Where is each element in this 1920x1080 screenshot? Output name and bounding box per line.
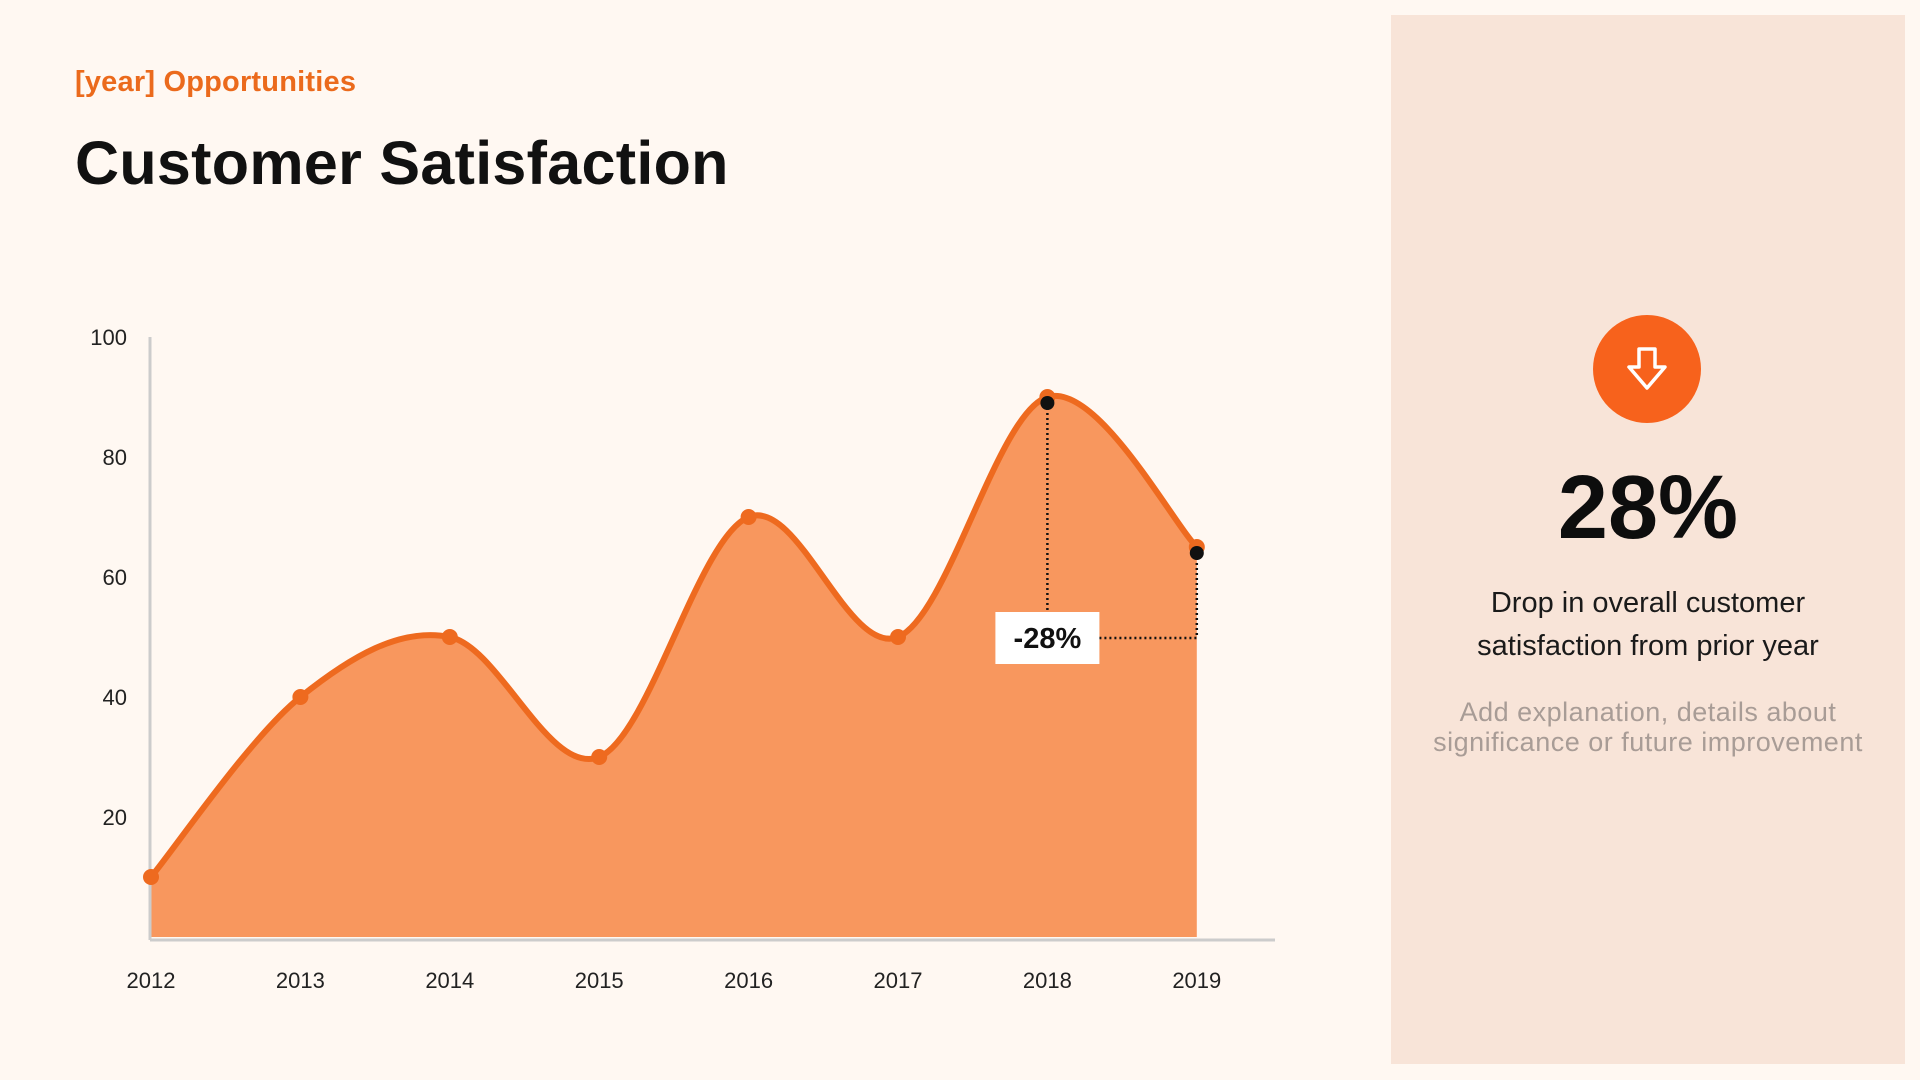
y-tick-label: 100	[90, 325, 127, 350]
drop-description: Drop in overall customer satisfaction fr…	[1477, 587, 1819, 662]
x-tick-label: 2018	[1023, 968, 1072, 993]
series-line	[148, 392, 1200, 880]
y-tick-label: 40	[103, 685, 127, 710]
data-point-2016	[740, 509, 757, 525]
x-tick-label: 2013	[276, 968, 325, 993]
explanation-note: Add explanation, details about significa…	[1433, 697, 1863, 757]
x-tick-label: 2015	[575, 968, 624, 993]
x-tick-label: 2016	[724, 968, 773, 993]
x-tick-label: 2019	[1172, 968, 1221, 993]
y-tick-label: 60	[103, 565, 127, 590]
chart-annotation: -28%	[995, 396, 1204, 664]
side-panel: 28% Drop in overall customer satisfactio…	[1391, 15, 1905, 1064]
y-tick-label: 80	[103, 445, 127, 470]
data-point-2014	[441, 629, 458, 645]
annotation-marker	[1040, 396, 1055, 410]
data-point-2012	[143, 869, 159, 885]
data-point-2015	[591, 749, 608, 765]
chart-axes	[148, 337, 1275, 942]
drop-percentage: 28%	[1557, 458, 1739, 558]
area-fill	[151, 395, 1197, 937]
eyebrow-label: [year] Opportunities	[75, 66, 357, 98]
arrow-down-badge	[1593, 315, 1701, 423]
chart-line-layer	[148, 392, 1200, 880]
x-tick-label: 2017	[874, 968, 923, 993]
y-tick-label: 20	[103, 805, 127, 830]
x-tick-label: 2014	[425, 968, 474, 993]
annotation-marker	[1189, 546, 1204, 560]
page-title: Customer Satisfaction	[75, 129, 729, 197]
x-tick-label: 2012	[127, 968, 176, 993]
chart-area-layer	[151, 395, 1197, 937]
data-point-2013	[292, 689, 309, 705]
chart-labels: 2012 2013 2014 2015 2016 2017 2018 2019 100 80 60 4…	[90, 325, 1221, 993]
annotation-label: -28%	[1014, 623, 1082, 655]
arrow-down-icon	[1627, 347, 1667, 390]
data-point-2017	[890, 629, 906, 645]
area-chart: -28% 2012 2013 2014 2015 2016 2017 2018 2019 100…	[90, 325, 1275, 993]
annotation-box	[995, 612, 1100, 664]
